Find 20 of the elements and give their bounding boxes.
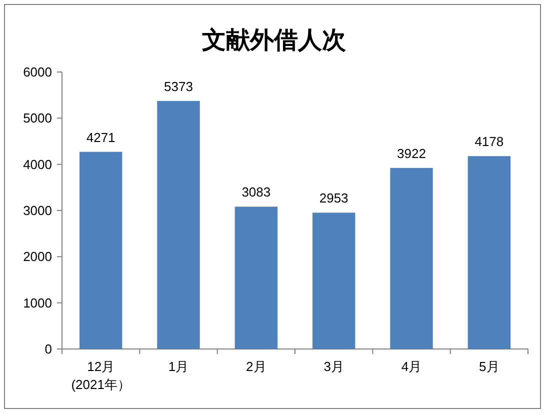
chart-title: 文献外借人次 [202,27,347,54]
x-tick-label: 4月 [401,359,422,374]
y-tick-label: 3000 [23,203,52,218]
data-label: 4271 [86,130,116,145]
y-tick-label: 5000 [23,110,52,126]
data-label: 5373 [164,78,193,94]
x-tick-label: 3月 [324,359,344,374]
data-label: 4178 [474,134,504,150]
data-label: 2953 [319,190,348,206]
data-label: 3083 [242,184,271,200]
x-tick-label: 1月 [168,359,189,374]
y-tick-label: 1000 [23,295,52,310]
x-tick-label: 12月 (2021年） [71,359,130,392]
y-tick-label: 6000 [23,64,52,80]
x-tick-label: 5月 [479,359,500,374]
x-tick-label: 2月 [246,359,266,374]
data-label: 3922 [397,146,426,161]
y-tick-label: 4000 [23,156,52,172]
y-tick-label: 2000 [23,249,52,264]
y-tick-label: 0 [44,342,52,356]
